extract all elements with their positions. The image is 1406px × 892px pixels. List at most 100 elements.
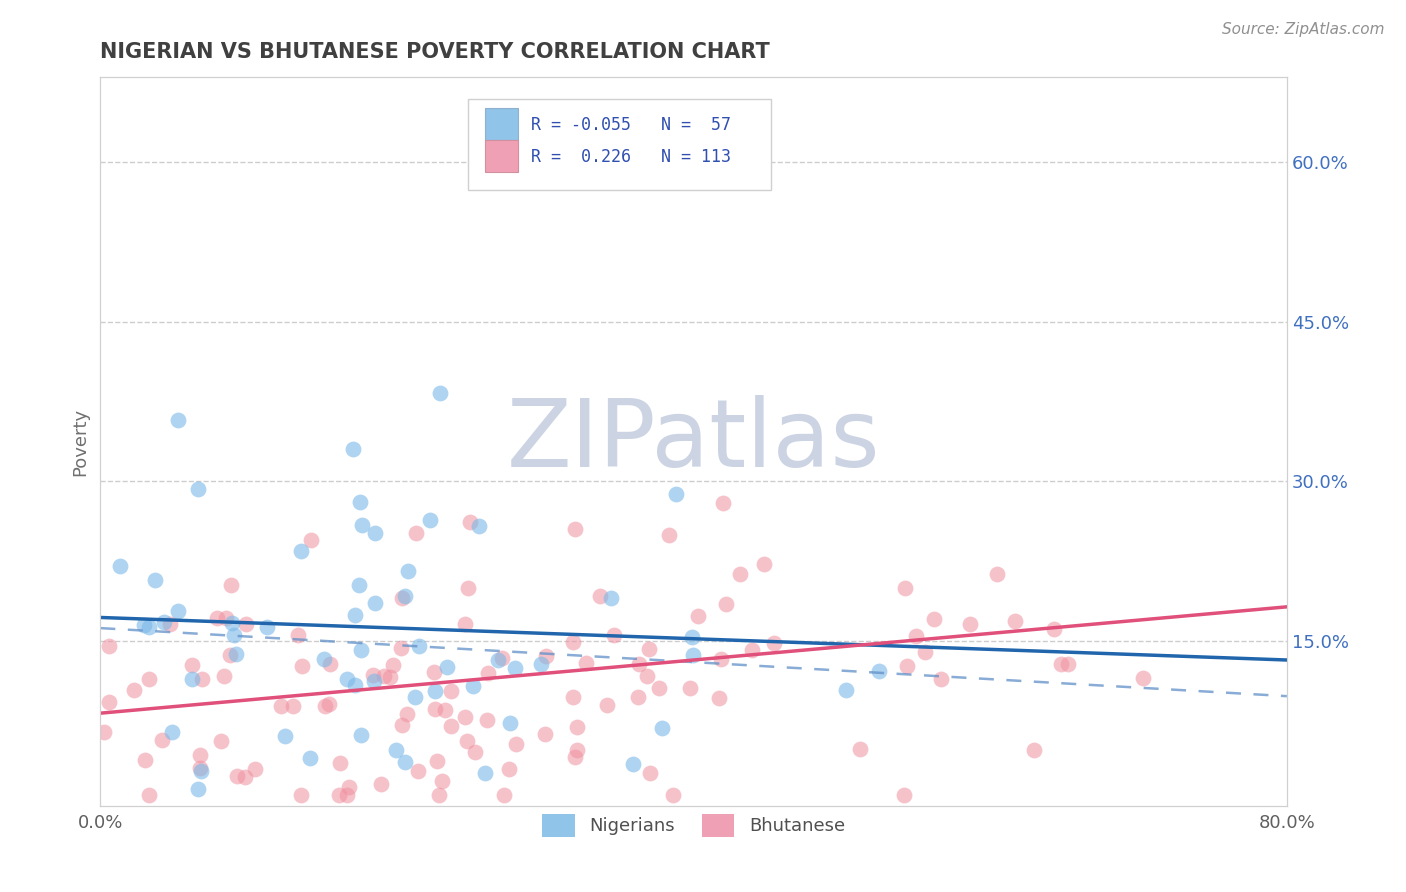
Point <box>205 610 228 624</box>
Point <box>498 763 520 777</box>
Point <box>318 698 340 712</box>
Point <box>215 611 238 625</box>
Point <box>344 678 367 692</box>
Point <box>503 661 526 675</box>
Point <box>986 566 1008 581</box>
Point <box>1132 671 1154 685</box>
Point <box>342 442 364 457</box>
Point <box>222 628 245 642</box>
Point <box>318 657 340 672</box>
Point <box>499 715 522 730</box>
Point <box>457 581 479 595</box>
Point <box>219 578 242 592</box>
Point <box>218 648 240 663</box>
Point <box>562 634 585 648</box>
Point <box>287 628 309 642</box>
Point <box>427 788 450 802</box>
Point <box>440 719 463 733</box>
Point <box>349 578 371 592</box>
Point <box>426 755 449 769</box>
Point <box>396 564 419 578</box>
Point <box>256 620 278 634</box>
Point <box>422 665 444 679</box>
Point <box>290 788 312 802</box>
Point <box>406 764 429 778</box>
Point <box>209 734 232 748</box>
Point <box>382 658 405 673</box>
Point <box>565 743 588 757</box>
Point <box>893 788 915 802</box>
Point <box>364 525 387 540</box>
Point <box>188 761 211 775</box>
Point <box>429 385 451 400</box>
Point <box>188 748 211 763</box>
Point <box>364 597 387 611</box>
Point <box>665 487 688 501</box>
Point <box>143 573 166 587</box>
Point <box>741 642 763 657</box>
Point <box>298 751 321 765</box>
Point <box>905 628 928 642</box>
Point <box>394 589 416 603</box>
Point <box>834 683 856 698</box>
Point <box>662 788 685 802</box>
Point <box>314 698 336 713</box>
Point <box>468 518 491 533</box>
Point <box>419 513 441 527</box>
Point <box>623 757 645 772</box>
Point <box>299 533 322 547</box>
FancyBboxPatch shape <box>468 99 770 190</box>
Point <box>243 763 266 777</box>
Point <box>329 756 352 771</box>
Point <box>270 698 292 713</box>
Point <box>373 669 395 683</box>
Point <box>391 718 413 732</box>
Point <box>349 495 371 509</box>
Point <box>460 515 482 529</box>
Point <box>138 620 160 634</box>
Point <box>336 672 359 686</box>
Point <box>959 617 981 632</box>
Point <box>474 765 496 780</box>
Point <box>233 770 256 784</box>
Point <box>564 522 586 536</box>
Point <box>235 616 257 631</box>
Point <box>589 589 612 603</box>
Point <box>477 665 499 680</box>
Point <box>385 743 408 757</box>
Point <box>180 672 202 686</box>
Point <box>475 713 498 727</box>
FancyBboxPatch shape <box>485 108 517 140</box>
Point <box>628 657 651 671</box>
Point <box>187 482 209 496</box>
Point <box>709 691 731 706</box>
Point <box>536 648 558 663</box>
Point <box>491 651 513 665</box>
Point <box>648 681 671 695</box>
Point <box>283 698 305 713</box>
Point <box>762 636 785 650</box>
Point <box>191 672 214 686</box>
Point <box>328 788 350 802</box>
Point <box>849 742 872 756</box>
Point <box>894 582 917 596</box>
Point <box>638 641 661 656</box>
Text: R = -0.055   N =  57: R = -0.055 N = 57 <box>531 116 731 134</box>
Point <box>600 591 623 605</box>
Point <box>640 766 662 780</box>
Point <box>352 518 374 533</box>
Point <box>596 698 619 712</box>
Point <box>461 680 484 694</box>
Point <box>728 566 751 581</box>
Point <box>225 647 247 661</box>
Point <box>273 729 295 743</box>
Point <box>134 754 156 768</box>
Point <box>1056 657 1078 672</box>
Point <box>425 702 447 716</box>
Point <box>159 616 181 631</box>
Text: ZIPatlas: ZIPatlas <box>506 395 880 487</box>
Point <box>914 645 936 659</box>
Point <box>439 684 461 698</box>
Point <box>533 727 555 741</box>
Point <box>361 668 384 682</box>
